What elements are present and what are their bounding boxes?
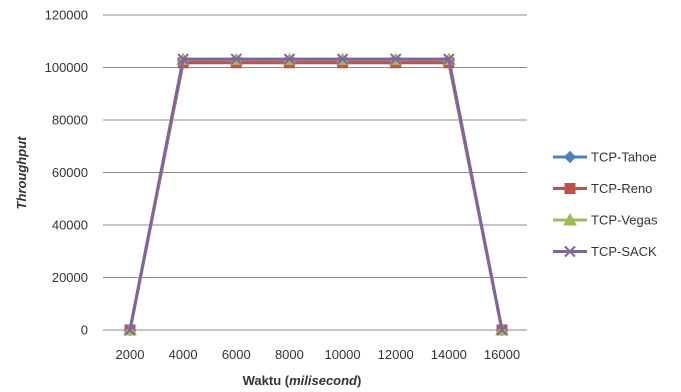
x-tick-label: 6000 [222,347,251,362]
y-tick-label: 60000 [52,165,88,180]
data-point-tcp-sack [443,53,455,65]
data-point-tcp-sack [496,324,508,336]
y-tick-label: 40000 [52,218,88,233]
legend-marker-tcp-reno [564,183,576,194]
x-tick-label: 4000 [169,347,198,362]
x-tick-labels: 2000 4000 6000 8000 10000 12000 14000 16000 [116,347,521,362]
legend-marker-tcp-sack [564,245,576,258]
x-axis-title-main: Waktu ( [243,373,290,388]
series-line-tcp-reno [128,61,504,331]
x-tick-label: 2000 [116,347,145,362]
series-tcp-tahoe [123,53,509,337]
data-point-tcp-sack [124,324,136,336]
series-line-tcp-sack [128,57,504,331]
data-point-tcp-sack [177,53,189,65]
legend-item-tcp-vegas: TCP-Vegas [553,213,658,228]
y-tick-label: 20000 [52,270,88,285]
y-tick-label: 100000 [45,60,88,75]
x-tick-label: 16000 [484,347,520,362]
legend-marker-tcp-vegas [563,212,577,226]
x-axis-title-end: ) [357,373,361,388]
series-line-tcp-tahoe [128,58,504,331]
x-tick-label: 14000 [431,347,467,362]
x-axis-title: Waktu (milisecond) [243,373,362,388]
data-point-tcp-sack [336,53,349,65]
legend-marker-tcp-tahoe [563,150,577,164]
y-tick-labels: 0 20000 40000 60000 80000 100000 120000 [45,8,88,338]
legend-label: TCP-Vegas [591,213,658,228]
legend-item-tcp-reno: TCP-Reno [553,181,652,196]
series-line-tcp-vegas [128,58,504,331]
gridlines [103,14,527,278]
data-point-tcp-sack [283,53,296,65]
series-group [123,52,509,337]
legend-label: TCP-Tahoe [591,150,657,165]
x-tick-label: 8000 [275,347,304,362]
x-tick-label: 12000 [378,347,414,362]
series-tcp-vegas [123,52,509,336]
y-tick-label: 80000 [52,113,88,128]
x-tick-label: 10000 [324,347,360,362]
y-axis-title: Throughput [14,136,29,210]
legend-label: TCP-SACK [591,244,657,259]
legend: TCP-Tahoe TCP-Reno TCP-Vegas TCP-SACK [553,150,658,259]
legend-label: TCP-Reno [591,181,652,196]
data-point-tcp-sack [230,53,242,65]
x-axis-title-unit: milisecond [289,373,358,388]
legend-item-tcp-sack: TCP-SACK [553,244,657,259]
y-tick-label: 0 [81,323,88,338]
series-tcp-sack [124,53,508,336]
y-tick-label: 120000 [45,8,88,23]
data-point-tcp-sack [390,53,402,65]
series-tcp-reno [124,57,508,336]
legend-item-tcp-tahoe: TCP-Tahoe [553,150,657,165]
